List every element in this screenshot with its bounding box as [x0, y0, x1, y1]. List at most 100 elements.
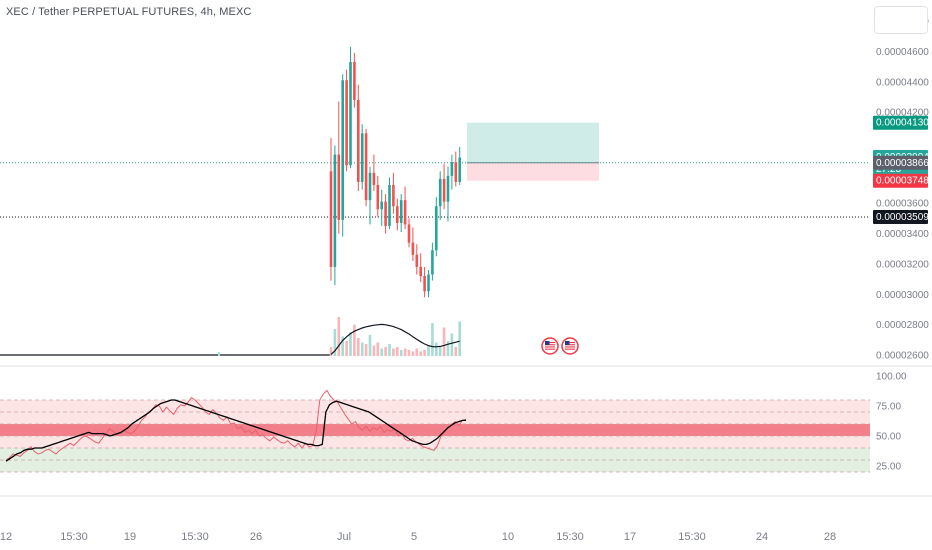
candle-body	[431, 250, 434, 275]
chart-title: XEC / Tether PERPETUAL FUTURES, 4h, MEXC	[6, 6, 252, 18]
volume-bar	[360, 342, 364, 356]
time-axis[interactable]: 12 15:30 19 15:30 26 Jul 5 10 15:30 17 15:30 24 28	[0, 531, 836, 543]
time-tick-label: 15:30	[60, 531, 88, 543]
candle-body	[427, 274, 430, 292]
candle-body	[392, 184, 395, 207]
volume-bar	[329, 347, 333, 356]
volume-bar	[388, 344, 391, 356]
time-tick-label: 26	[250, 531, 262, 543]
oscillator-pane	[0, 389, 870, 473]
candle-body	[399, 200, 403, 223]
volume-bar	[372, 345, 376, 356]
us-flag-icon	[561, 337, 579, 355]
economic-events[interactable]	[541, 337, 579, 355]
candle-body	[388, 184, 391, 226]
flag-canton	[545, 341, 550, 345]
volume-bar	[345, 341, 348, 356]
flag-stripe	[545, 342, 555, 344]
volume-bar	[218, 352, 220, 356]
us-flag-icon	[541, 337, 559, 355]
volume-bars	[218, 317, 461, 356]
volume-bar	[392, 348, 395, 356]
candle-body	[349, 62, 352, 166]
volume-ma-line	[330, 323, 460, 355]
candle-body	[364, 133, 368, 201]
price-tags: 0.000041300.0000390427:230.000038660.000…	[873, 115, 929, 224]
volume-bar	[399, 350, 403, 356]
flag-badge-ring	[541, 337, 559, 355]
volume-bar	[357, 338, 360, 356]
volume-bar	[333, 329, 337, 356]
candle-body	[384, 201, 387, 226]
candlesticks	[329, 46, 461, 298]
candle-body	[419, 266, 422, 277]
candle-body	[450, 162, 454, 176]
candle-body	[368, 172, 372, 201]
candle-body	[396, 206, 399, 223]
volume-bar	[438, 347, 442, 356]
volume-bar	[423, 350, 426, 356]
volume-bar	[415, 348, 419, 356]
flag-stripe	[565, 348, 575, 350]
price-tick-label: 0.00003200	[876, 259, 929, 270]
volume-bar	[384, 347, 387, 356]
osc-signal-line	[5, 389, 467, 461]
candle-body	[353, 62, 356, 100]
volume-bar	[341, 336, 344, 356]
candle-body	[411, 242, 415, 255]
volume-bar	[427, 345, 430, 356]
long-position-tool[interactable]	[467, 122, 599, 181]
price-tick-label: 0.00002600	[876, 350, 929, 361]
candle-body	[376, 184, 380, 210]
price-tag-text: 0.00003509	[876, 212, 929, 223]
candle-body	[333, 154, 337, 267]
volume-bar	[364, 344, 368, 356]
volume-bar	[446, 341, 450, 356]
candle-body	[341, 80, 344, 220]
flag-stripe	[565, 342, 575, 344]
flag-stripe	[545, 348, 555, 350]
flag-canton	[565, 341, 570, 345]
volume-bar	[407, 350, 411, 356]
volume-bar	[431, 323, 434, 356]
price-tag	[873, 209, 928, 224]
candle-body	[337, 154, 341, 220]
time-tick-label: 15:30	[678, 531, 706, 543]
stop-zone	[467, 162, 599, 181]
volume-bar	[403, 348, 407, 356]
candle-body	[458, 157, 461, 182]
price-axis[interactable]: 0.000048000.000046000.000044000.00004200…	[876, 17, 929, 473]
price-tag	[873, 173, 928, 188]
midline-band	[0, 424, 870, 436]
volume-bar	[442, 327, 446, 356]
chart-settings-button[interactable]	[874, 6, 928, 34]
volume-bar	[337, 317, 341, 356]
candle-body	[423, 276, 426, 292]
candle-body	[329, 171, 333, 267]
osc-tick-label: 50.00	[876, 432, 901, 443]
price-tag	[873, 115, 928, 130]
volume-bar	[419, 351, 422, 356]
time-tick-label: 17	[624, 531, 636, 543]
volume-bar	[435, 342, 438, 356]
time-tick-label: 28	[824, 531, 836, 543]
price-tick-label: 0.00003000	[876, 290, 929, 301]
flag-stripe	[545, 344, 555, 346]
pane-backgrounds	[0, 365, 932, 497]
time-tick-label: 10	[502, 531, 514, 543]
target-zone	[467, 122, 599, 163]
price-tag-text: 0.00003866	[876, 158, 929, 169]
time-tick-label: 24	[756, 531, 768, 543]
volume-bar	[454, 347, 458, 356]
osc-average-line	[5, 399, 466, 462]
time-tick-label: 15:30	[181, 531, 209, 543]
volume-bar	[349, 332, 352, 356]
osc-tick-label: 75.00	[876, 402, 901, 413]
volume-bar	[368, 335, 372, 356]
volume-bar	[380, 348, 383, 356]
osc-tick-label: 100.00	[876, 372, 907, 383]
candle-body	[380, 201, 383, 210]
price-tick-label: 0.00004400	[876, 77, 929, 88]
flag-stripe	[545, 346, 555, 348]
